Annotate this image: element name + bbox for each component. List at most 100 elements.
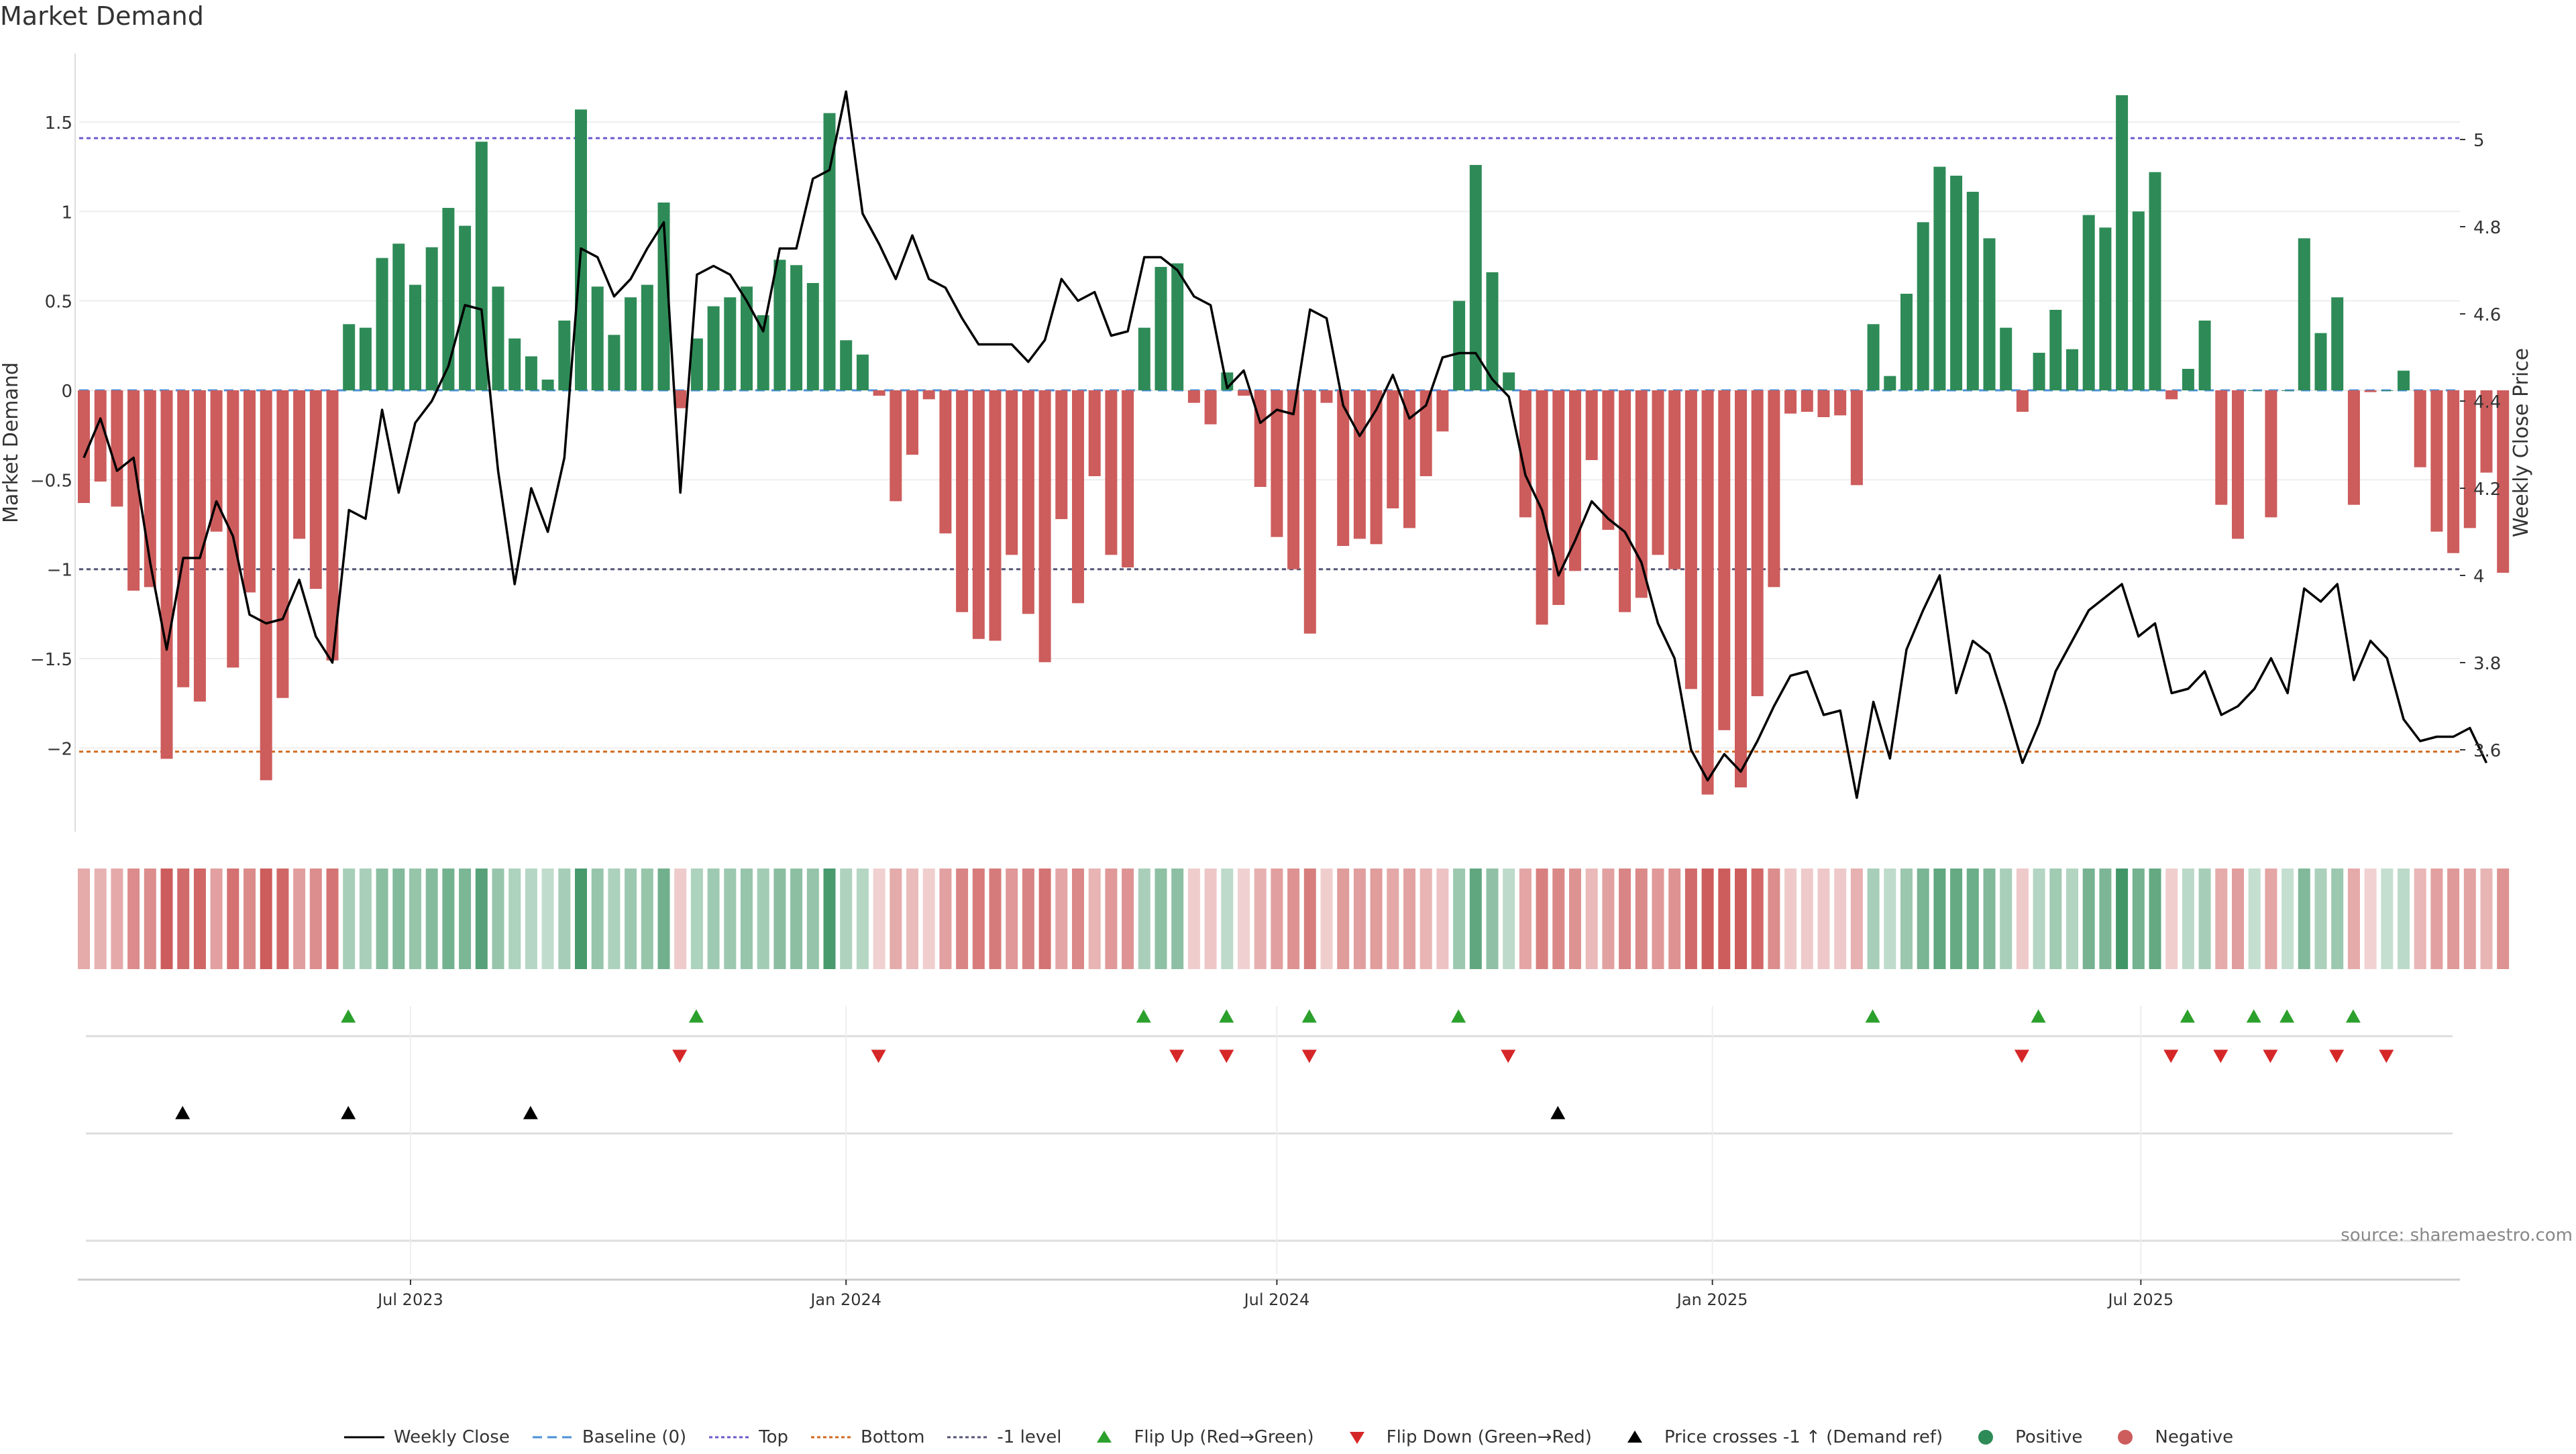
- heat-cell: [2182, 869, 2194, 969]
- demand-bar: [1453, 300, 1466, 390]
- demand-bar: [1320, 390, 1333, 403]
- demand-bar: [309, 390, 322, 590]
- heat-cell: [790, 869, 803, 969]
- y-tick-label: 0.5: [45, 292, 72, 313]
- y2-tick-label: 4.4: [2473, 392, 2501, 412]
- demand-bar: [2149, 172, 2161, 390]
- demand-bar: [1022, 390, 1034, 614]
- demand-bar: [1105, 390, 1118, 555]
- legend-label: Negative: [2155, 1427, 2234, 1447]
- demand-bar: [591, 286, 604, 390]
- x-tick-label: Jul 2025: [2106, 1290, 2174, 1309]
- flip-up-marker: [1865, 1009, 1880, 1023]
- demand-bar: [2463, 390, 2476, 528]
- demand-bar: [111, 390, 123, 507]
- demand-bar: [227, 390, 239, 668]
- flip-down-marker: [2163, 1050, 2179, 1063]
- demand-bar: [890, 390, 902, 502]
- demand-bar: [1204, 390, 1217, 425]
- demand-bar: [2381, 390, 2394, 391]
- demand-bar: [2033, 352, 2045, 390]
- heat-cell: [227, 869, 239, 969]
- heat-cell: [890, 869, 902, 969]
- demand-bar: [2414, 390, 2426, 467]
- demand-bar: [972, 390, 985, 639]
- heat-cell: [1585, 869, 1598, 969]
- demand-bar: [2182, 368, 2194, 390]
- demand-bar: [625, 297, 637, 390]
- x-axis: Jul 2023 Jan 2024 Jul 2024 Jan 2025 Jul 2025: [78, 1006, 2460, 1309]
- heat-cell: [1536, 869, 1548, 969]
- heat-cell: [1022, 869, 1034, 969]
- flip-down-marker: [672, 1050, 688, 1063]
- legend-item: Negative: [2104, 1427, 2233, 1447]
- heat-cell: [674, 869, 687, 969]
- heat-cell: [459, 869, 472, 969]
- legend-swatch: [532, 1436, 573, 1439]
- demand-bar: [160, 390, 173, 759]
- heat-cell: [1900, 869, 1913, 969]
- heat-cell: [972, 869, 985, 969]
- demand-bar: [2016, 390, 2029, 412]
- heat-cell: [1387, 869, 1399, 969]
- heat-cell: [625, 869, 637, 969]
- demand-bar: [1900, 293, 1913, 390]
- legend-item: Top: [708, 1427, 788, 1447]
- legend-swatch: [709, 1436, 750, 1439]
- heat-cell: [2066, 869, 2078, 969]
- demand-bar: [2082, 215, 2095, 390]
- demand-bar: [2331, 297, 2344, 390]
- heat-cell: [1867, 869, 1880, 969]
- heat-cell: [2198, 869, 2211, 969]
- heat-cell: [309, 869, 322, 969]
- heat-cell: [244, 869, 256, 969]
- legend-swatch: [2118, 1430, 2133, 1445]
- flip-down-marker: [1169, 1050, 1185, 1063]
- demand-bar: [856, 354, 869, 390]
- demand-bar: [1072, 390, 1084, 604]
- demand-bar: [657, 202, 670, 390]
- demand-bar: [1552, 390, 1565, 606]
- flip-up-marker: [2345, 1009, 2361, 1023]
- demand-bar: [2248, 390, 2261, 391]
- demand-bar: [1337, 390, 1350, 547]
- heat-cell: [1619, 869, 1631, 969]
- heat-cell: [757, 869, 769, 969]
- demand-bar: [2265, 390, 2277, 518]
- legend-label: Weekly Close: [393, 1427, 510, 1447]
- y-axis-ticks: 1.5 1 0.5 0 −0.5 −1 −1.5 −2: [30, 113, 72, 759]
- y2-tick-label: 3.6: [2473, 741, 2501, 761]
- demand-bar: [293, 390, 306, 539]
- demand-bar: [922, 390, 935, 400]
- heat-cell: [2049, 869, 2062, 969]
- heat-cell: [873, 869, 885, 969]
- demand-bar: [1619, 390, 1631, 612]
- heat-cell: [359, 869, 372, 969]
- demand-bar: [1950, 175, 1963, 390]
- demand-bar: [1718, 390, 1731, 730]
- legend-label: Top: [759, 1427, 789, 1447]
- heat-cell: [127, 869, 140, 969]
- heat-cell: [2331, 869, 2344, 969]
- heat-cell: [1238, 869, 1250, 969]
- reference-lines: [79, 137, 2460, 753]
- heat-cell: [1271, 869, 1283, 969]
- flip-up-marker: [2031, 1009, 2046, 1023]
- legend-swatch: [811, 1436, 852, 1439]
- heat-cell: [1122, 869, 1134, 969]
- demand-bar: [757, 315, 769, 390]
- demand-bar: [1254, 390, 1267, 488]
- heat-cell: [856, 869, 869, 969]
- heat-cell: [939, 869, 952, 969]
- demand-bar: [1122, 390, 1134, 568]
- demand-heat-strip: [78, 869, 2510, 969]
- demand-bar: [1933, 166, 1946, 390]
- demand-bar: [343, 324, 356, 390]
- heat-cell: [1337, 869, 1350, 969]
- heat-cell: [1088, 869, 1101, 969]
- legend-item: Bottom: [810, 1427, 924, 1447]
- legend-swatch: [947, 1436, 988, 1439]
- heat-cell: [160, 869, 173, 969]
- demand-bar: [1303, 390, 1316, 634]
